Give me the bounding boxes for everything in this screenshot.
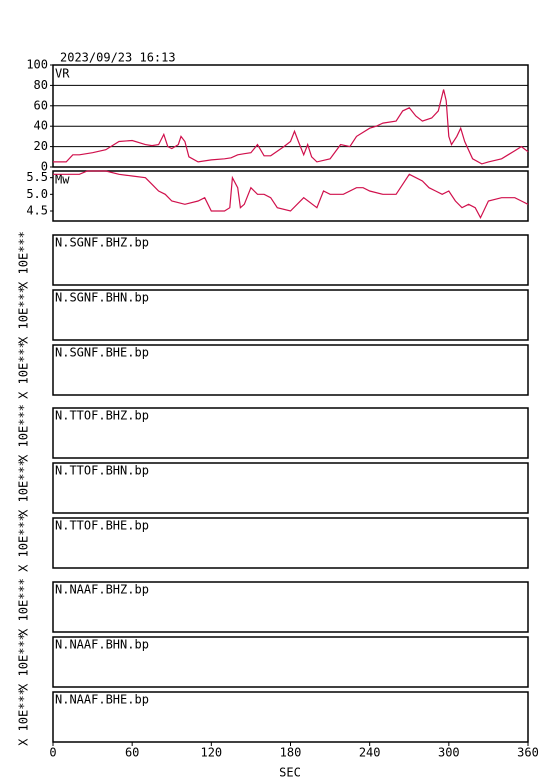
y-tick-label: 5.5 [26,170,48,184]
data-line [53,170,529,220]
scale-label: X 10E*** [17,514,31,572]
panel-frame [52,581,529,633]
scale-label: X 10E*** [17,404,31,462]
y-tick-label: 4.5 [26,204,48,218]
scale-label: X 10E*** [17,578,31,636]
panel-label: N.TTOF.BHE.bp [55,519,149,533]
timestamp: 2023/09/23 16:13 [60,51,176,65]
scale-label: X 10E*** [17,459,31,517]
x-tick-label: 300 [438,746,460,760]
panel-frame [52,407,529,459]
panel-label: VR [55,67,70,81]
x-axis-label: SEC [279,766,301,780]
y-tick-label: 40 [34,119,48,133]
y-tick-label: 80 [34,78,48,92]
x-tick-label: 60 [125,746,139,760]
x-tick-label: 180 [280,746,302,760]
panel-frame [52,462,529,514]
data-line [53,89,529,165]
panel-label: N.TTOF.BHZ.bp [55,409,149,423]
panel-label: N.SGNF.BHE.bp [55,346,149,360]
x-tick-label: 360 [517,746,539,760]
scale-label: X 10E*** [17,231,31,289]
panel-frame [52,517,529,569]
panel-frame [52,289,529,341]
panel-label: N.NAAF.BHZ.bp [55,583,149,597]
y-tick-label: 100 [26,58,48,72]
panel-frame [52,636,529,688]
panel-label: N.SGNF.BHN.bp [55,291,149,305]
x-tick-label: 240 [359,746,381,760]
scale-label: X 10E*** [17,341,31,399]
y-tick-label: 20 [34,139,48,153]
y-tick-label: 60 [34,98,48,112]
panel-label: N.NAAF.BHN.bp [55,638,149,652]
scale-label: X 10E*** [17,633,31,691]
y-tick-label: 0 [41,160,48,174]
scale-label: X 10E*** [17,286,31,344]
panel-label: Mw [55,173,70,187]
panel-label: N.SGNF.BHZ.bp [55,236,149,250]
panel-frame [52,234,529,286]
x-tick-label: 120 [200,746,222,760]
x-tick-label: 0 [49,746,56,760]
panel-frame [52,64,529,168]
y-tick-label: 5.0 [26,187,48,201]
panel-label: N.NAAF.BHE.bp [55,693,149,707]
scale-label: X 10E*** [17,688,31,746]
panel-frame [52,344,529,396]
panel-frame [52,170,529,222]
panel-label: N.TTOF.BHN.bp [55,464,149,478]
